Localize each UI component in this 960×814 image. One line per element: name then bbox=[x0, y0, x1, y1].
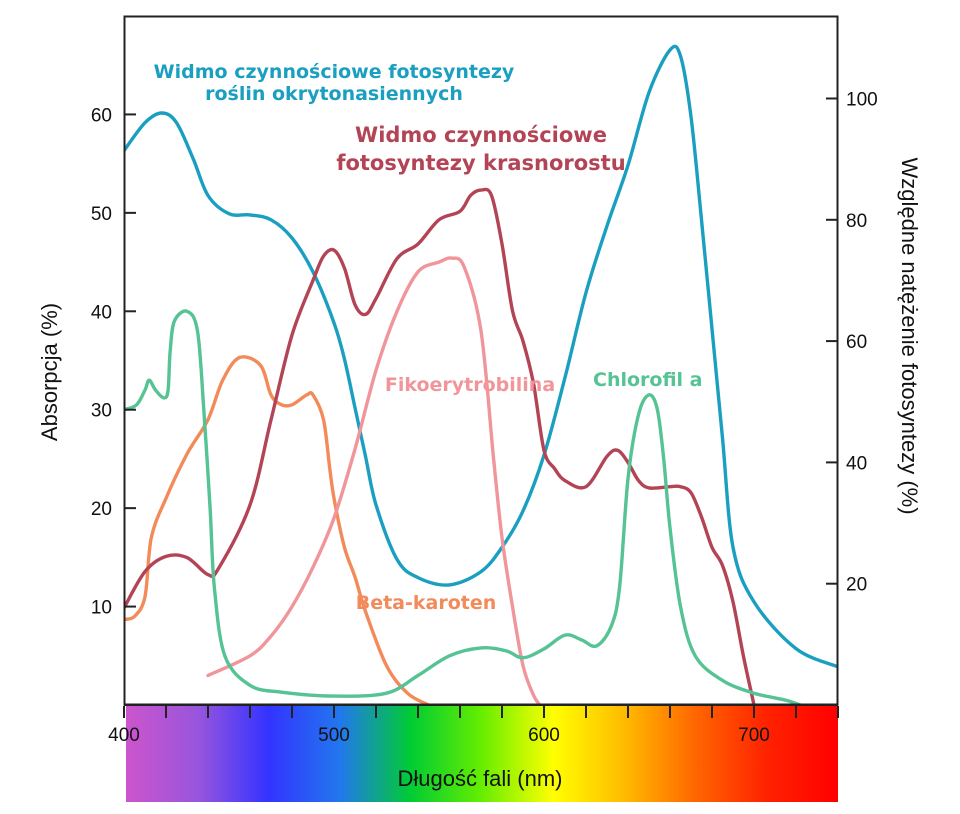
series-line-3 bbox=[206, 256, 542, 705]
y-left-tick-label: 60 bbox=[91, 105, 112, 126]
series-line-2 bbox=[124, 309, 802, 705]
series-label-5: Chlorofil a bbox=[593, 369, 703, 391]
x-tick-label: 500 bbox=[318, 725, 350, 746]
y-left-tick-label: 20 bbox=[91, 499, 112, 520]
series-label-0: Widmo czynnościowe fotosyntezy bbox=[154, 61, 515, 83]
spectrum-bar bbox=[126, 705, 838, 802]
series-label-2: Widmo czynnościowe bbox=[355, 123, 607, 147]
series-line-0 bbox=[124, 44, 838, 669]
y-right-tick-label: 60 bbox=[846, 332, 867, 353]
series-label-3: fotosyntezy krasnorostu bbox=[336, 151, 625, 175]
x-axis-title: Długość fali (nm) bbox=[397, 766, 562, 791]
x-tick-label: 700 bbox=[738, 725, 770, 746]
y-right-tick-label: 40 bbox=[846, 453, 867, 474]
y-left-tick-label: 30 bbox=[91, 401, 112, 422]
y-left-tick-label: 40 bbox=[91, 302, 112, 323]
y-right-tick-label: 80 bbox=[846, 211, 867, 232]
series-label-6: Beta-karoten bbox=[356, 592, 497, 614]
y-right-tick-label: 20 bbox=[846, 575, 867, 596]
y-left-tick-label: 10 bbox=[91, 598, 112, 619]
series-label-4: Fikoerytrobilina bbox=[385, 374, 555, 396]
y-axis-right-title: Względne natężenie fotosyntezy (%) bbox=[897, 157, 922, 514]
series-line-1 bbox=[124, 187, 756, 705]
y-left-tick-label: 50 bbox=[91, 204, 112, 225]
x-tick-label: 400 bbox=[108, 725, 140, 746]
y-right-tick-label: 100 bbox=[846, 89, 878, 110]
series-label-1: roślin okrytonasiennych bbox=[205, 83, 463, 105]
series-line-4 bbox=[124, 355, 431, 705]
y-axis-left-title: Absorpcja (%) bbox=[37, 303, 62, 441]
x-tick-label: 600 bbox=[528, 725, 560, 746]
